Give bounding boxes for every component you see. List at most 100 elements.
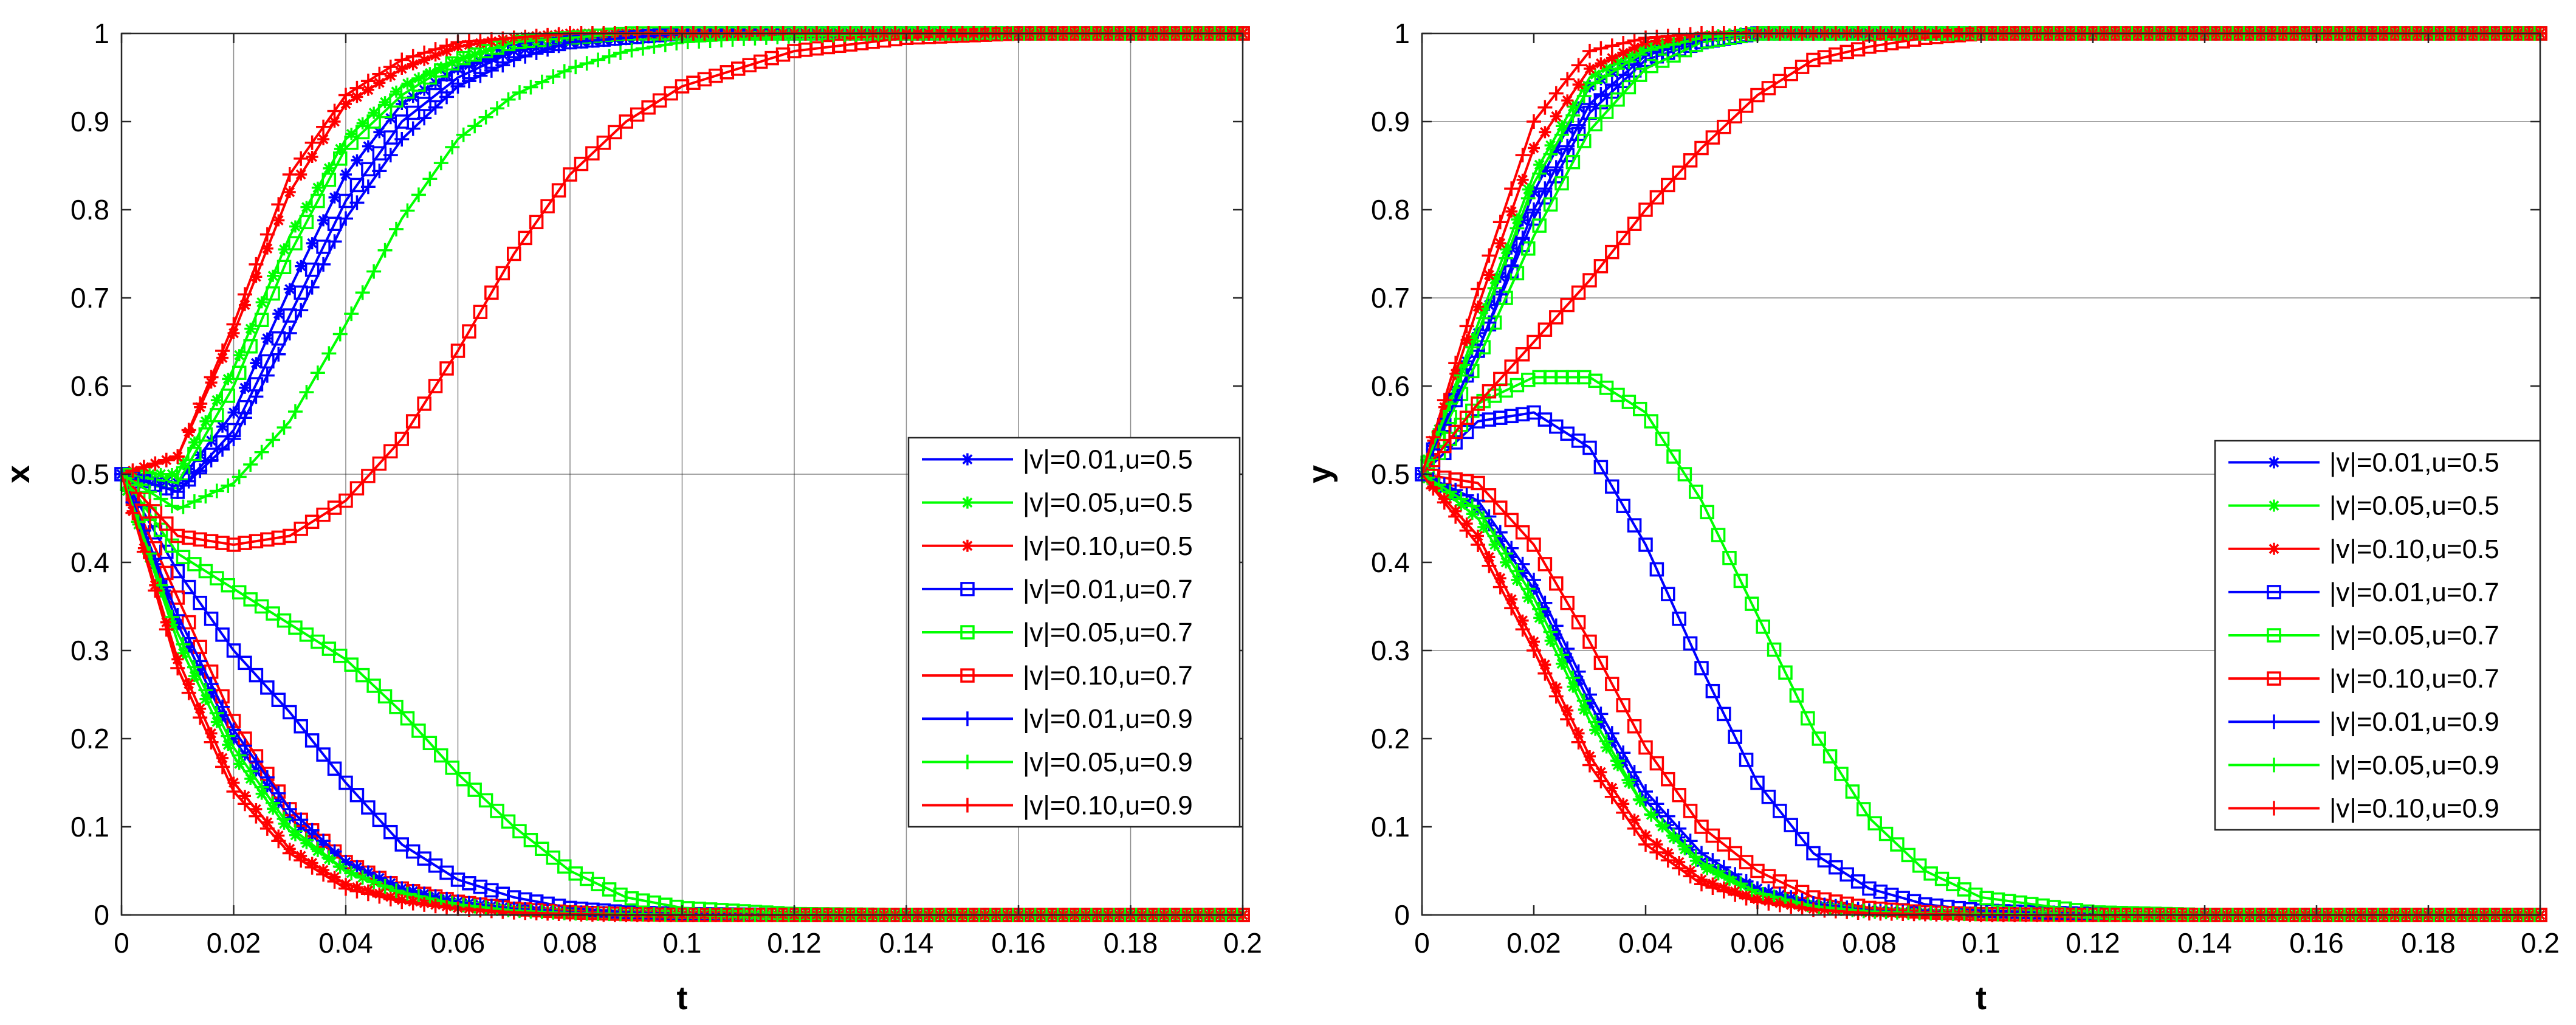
- data-point: [1482, 248, 1497, 263]
- data-point: [1560, 595, 1575, 610]
- data-point: [462, 324, 476, 339]
- data-point: [249, 754, 264, 769]
- data-point: [1504, 181, 1519, 196]
- data-point: [1565, 108, 1581, 123]
- data-point: [450, 79, 465, 94]
- data-point: [1711, 864, 1726, 879]
- data-point: [159, 516, 174, 531]
- data-point: [1677, 838, 1692, 854]
- data-point: [311, 181, 324, 194]
- data-point: [1499, 546, 1513, 561]
- data-point: [383, 891, 398, 906]
- data-point: [1584, 697, 1596, 709]
- data-point: [1578, 81, 1590, 94]
- data-point: [400, 203, 415, 218]
- data-point: [1604, 77, 1619, 92]
- x-tick-label: 0.2: [2521, 927, 2560, 959]
- data-point: [1617, 798, 1630, 810]
- data-point: [327, 874, 342, 889]
- data-point: [439, 900, 455, 915]
- data-point: [1722, 551, 1737, 565]
- data-point: [1627, 765, 1642, 780]
- legend-label: |v|=0.10,u=0.5: [2329, 534, 2499, 564]
- x-tick-label: 0.16: [2289, 927, 2344, 959]
- data-point: [243, 764, 258, 779]
- y-tick-label: 0.6: [1371, 370, 1410, 402]
- data-point: [244, 322, 257, 335]
- data-point: [271, 331, 286, 346]
- data-point: [254, 312, 269, 327]
- data-point: [332, 859, 348, 874]
- data-point: [194, 702, 207, 715]
- data-point: [198, 489, 213, 504]
- data-point: [422, 171, 438, 187]
- data-point: [585, 146, 600, 160]
- data-point: [1582, 758, 1597, 773]
- data-point: [1700, 858, 1715, 873]
- data-point: [199, 415, 212, 427]
- data-point: [1789, 688, 1804, 703]
- legend-label: |v|=0.10,u=0.9: [2329, 793, 2499, 823]
- data-point: [1756, 619, 1770, 634]
- data-point: [1717, 706, 1731, 722]
- data-point: [289, 220, 301, 233]
- data-point: [259, 227, 275, 242]
- data-point: [338, 193, 353, 209]
- data-point: [417, 396, 431, 411]
- data-point: [204, 734, 219, 750]
- data-point: [1505, 593, 1518, 606]
- data-point: [181, 423, 196, 438]
- data-point: [377, 689, 393, 704]
- legend-label: |v|=0.01,u=0.9: [2329, 707, 2499, 737]
- data-point: [546, 851, 561, 865]
- data-point: [366, 264, 382, 279]
- data-point: [467, 782, 482, 797]
- data-point: [373, 77, 386, 89]
- data-point: [1493, 371, 1508, 387]
- data-point: [1593, 259, 1609, 274]
- data-point: [1672, 788, 1686, 802]
- data-point: [1795, 900, 1810, 916]
- data-point: [294, 151, 309, 166]
- data-point: [215, 442, 230, 457]
- data-point: [188, 436, 201, 449]
- data-point: [1638, 202, 1653, 217]
- data-point: [1739, 98, 1754, 113]
- data-point: [1548, 86, 1564, 101]
- data-point: [321, 346, 337, 361]
- data-point: [261, 242, 273, 255]
- legend-entry: |v|=0.01,u=0.7: [2228, 578, 2499, 607]
- data-point: [338, 493, 353, 508]
- data-point: [198, 427, 213, 442]
- data-point: [490, 804, 504, 818]
- data-point: [428, 100, 443, 115]
- data-point: [1801, 711, 1815, 726]
- data-point: [467, 119, 483, 134]
- data-point: [377, 103, 393, 119]
- data-point: [334, 142, 346, 155]
- data-point: [338, 88, 353, 103]
- legend-entry: |v|=0.10,u=0.9: [2228, 793, 2499, 823]
- data-point: [411, 187, 426, 202]
- data-point: [1521, 241, 1536, 256]
- x-tick-label: 0: [1414, 927, 1430, 959]
- data-point: [1522, 183, 1534, 196]
- data-point: [249, 257, 264, 272]
- data-point: [1593, 87, 1609, 102]
- data-point: [1605, 677, 1619, 691]
- data-point: [238, 655, 252, 671]
- data-point: [1567, 680, 1579, 693]
- data-point: [355, 125, 370, 140]
- data-point: [340, 168, 352, 181]
- data-point: [243, 339, 258, 354]
- legend-label: |v|=0.10,u=0.5: [1023, 531, 1193, 561]
- x-tick-label: 0.18: [1104, 927, 1158, 959]
- data-point: [373, 126, 386, 139]
- data-point: [1527, 334, 1541, 350]
- data-point: [1717, 119, 1731, 134]
- data-point: [323, 162, 335, 174]
- data-point: [210, 394, 223, 407]
- data-point: [148, 504, 163, 519]
- data-point: [518, 230, 532, 246]
